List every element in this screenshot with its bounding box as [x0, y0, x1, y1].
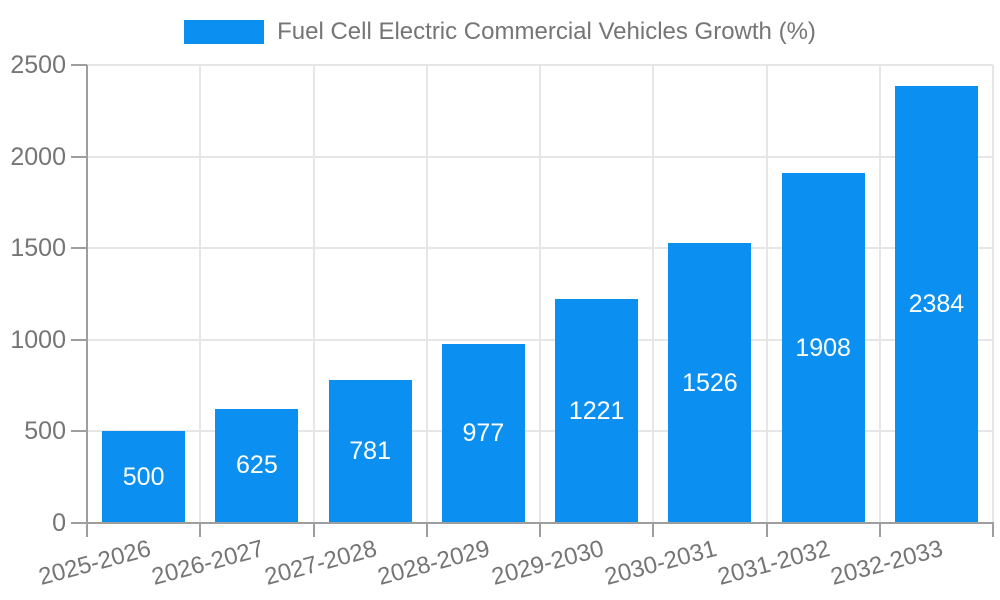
y-axis-tick: [71, 522, 87, 524]
bar-value-label: 1526: [682, 368, 738, 397]
x-axis-tick: [425, 523, 428, 537]
gridline-vertical: [539, 65, 541, 523]
x-axis-tick: [652, 523, 655, 537]
legend-label: Fuel Cell Electric Commercial Vehicles G…: [277, 18, 816, 45]
x-axis-tick: [199, 523, 202, 537]
bar: 781: [328, 379, 412, 523]
gridline-vertical: [992, 65, 994, 523]
gridline-vertical: [312, 65, 315, 523]
x-axis-tick: [992, 523, 994, 537]
bar-value-label: 781: [349, 436, 391, 465]
gridline-vertical: [199, 65, 202, 523]
gridline-vertical: [878, 65, 881, 523]
y-axis-line: [86, 65, 88, 523]
bar: 500: [102, 431, 186, 523]
y-axis-tick: [71, 155, 87, 158]
y-tick-label: 2000: [10, 142, 66, 171]
y-axis-tick: [71, 338, 87, 341]
bar: 1221: [555, 299, 639, 523]
legend-swatch: [184, 20, 265, 44]
y-tick-label: 500: [24, 417, 66, 446]
plot-area: 500 625 781 977 1221 1526 1908 2384: [87, 64, 994, 523]
gridline-vertical: [765, 65, 768, 523]
bar-value-label: 625: [236, 451, 278, 480]
x-axis-tick: [878, 523, 881, 537]
gridline-vertical: [652, 65, 655, 523]
y-tick-label: 0: [52, 509, 66, 537]
bar-value-label: 977: [462, 419, 505, 447]
x-axis-tick: [312, 523, 315, 537]
y-tick-label: 1500: [10, 234, 66, 263]
gridline-vertical: [425, 65, 428, 523]
bar: 1526: [668, 243, 752, 523]
y-tick-label: 2500: [10, 51, 66, 79]
bar-value-label: 1221: [568, 396, 625, 425]
y-axis-tick: [71, 247, 87, 250]
bar: 2384: [894, 86, 978, 523]
bar-value-label: 1908: [795, 333, 851, 362]
bar: 977: [441, 344, 525, 523]
bar-value-label: 2384: [908, 290, 965, 319]
x-axis-tick: [765, 523, 768, 537]
x-axis-tick: [539, 523, 541, 537]
legend: Fuel Cell Electric Commercial Vehicles G…: [0, 18, 1000, 45]
y-axis-tick: [71, 430, 87, 433]
bar-value-label: 500: [122, 462, 165, 491]
y-tick-label: 1000: [10, 325, 66, 354]
bar: 625: [215, 408, 299, 523]
bar: 1908: [781, 173, 865, 523]
y-axis-tick: [71, 64, 87, 66]
x-axis-tick: [86, 523, 88, 537]
